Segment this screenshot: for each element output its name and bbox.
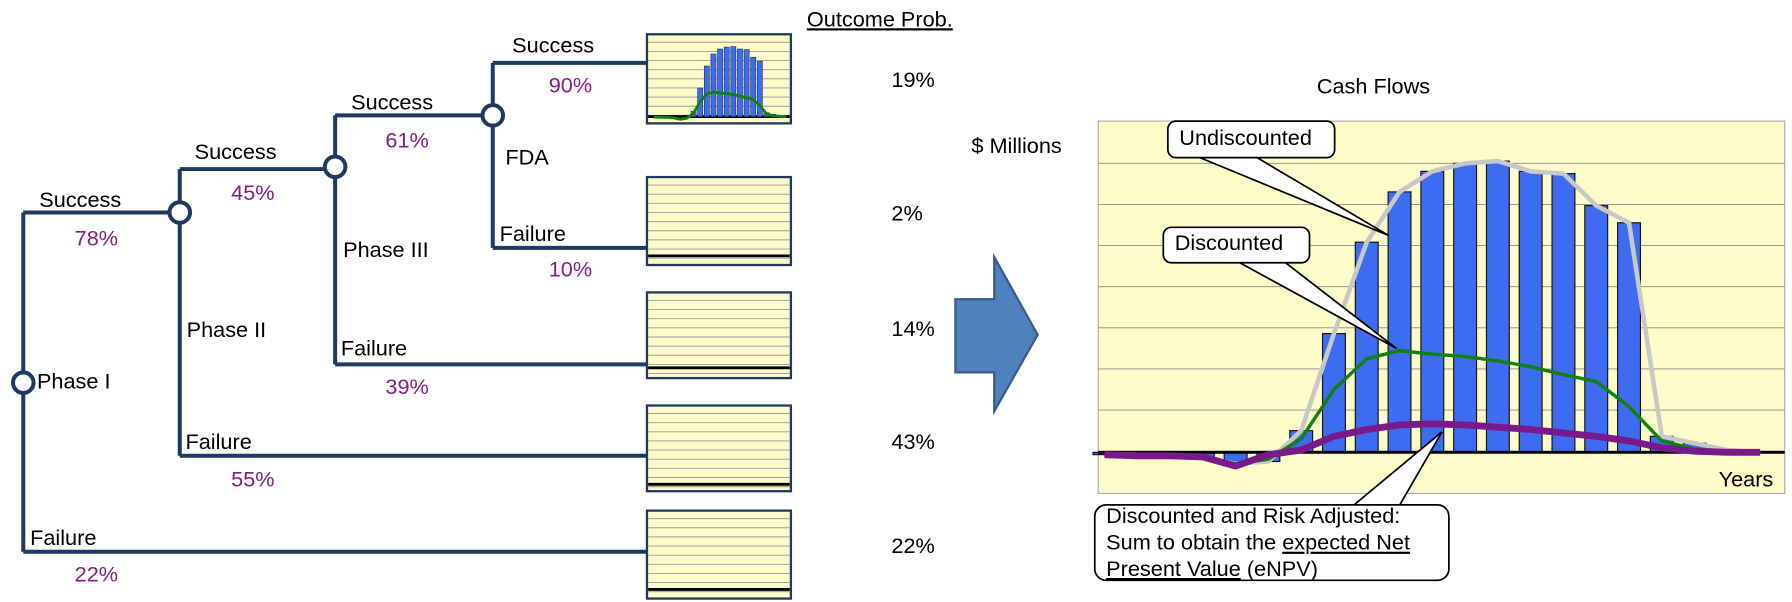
mini-bar [737,48,743,117]
branch-label: Success [39,187,121,212]
bar [1453,162,1478,453]
mini-bar [710,53,717,117]
node-label: Phase II [187,317,267,342]
branch-label: Success [195,139,277,164]
risk-adjusted-line [1104,420,1761,470]
mini-bar [750,56,757,117]
outcome-prob: 14% [891,316,934,341]
node-label: Phase III [343,237,429,262]
outcome-prob: 22% [891,533,934,558]
branch-label: Failure [341,335,407,360]
node-label: FDA [505,145,549,170]
mini-bar [723,46,730,117]
callout-text: Present Value (eNPV) [1106,556,1318,581]
branch-prob: 78% [75,226,118,251]
mini-chart [645,404,793,493]
callout-box [1167,120,1336,159]
callout-text: Sum to obtain the expected Net [1106,529,1410,554]
branch-label: Success [351,90,433,115]
branch-prob: 22% [75,561,118,586]
outcome-header: Outcome Prob. [807,6,953,31]
pointer [1239,261,1397,350]
branch-label: Success [512,33,594,58]
y-label: $ Millions [971,133,1062,158]
branch-prob: 55% [231,467,274,492]
callout-box [1162,226,1311,264]
mini-chart [645,291,793,380]
bar [1584,205,1609,453]
bar [1617,222,1642,453]
mini-bar [703,65,710,117]
branch-label: Failure [30,525,96,550]
branch-prob: 45% [231,180,274,205]
branch-label: Failure [185,429,251,454]
node [10,370,36,395]
outcome-prob: 43% [891,429,934,454]
arrow [954,252,1039,416]
mini-chart [645,509,793,600]
branch-label: Failure [500,221,566,246]
bar [1387,191,1412,453]
branch-prob: 39% [385,374,428,399]
bar [1485,160,1510,453]
pointer [1353,431,1443,506]
callout-text: expected Net [1282,529,1410,554]
mini-chart [645,175,793,267]
pointer [1199,156,1389,237]
node [480,103,506,128]
bar [1518,170,1543,453]
outcome-prob: 2% [891,200,922,225]
bar [1354,241,1379,453]
x-label: Years [1719,467,1774,492]
callout-text: Sum to obtain the [1106,529,1282,554]
outcome-prob: 19% [891,67,934,92]
branch-prob: 10% [549,256,592,281]
bar [1420,170,1445,453]
callouts: Undiscounted Discounted Discounted and R… [1093,120,1450,582]
callout-text: Present Value [1106,556,1241,581]
mini-bar [717,48,723,117]
callout-box [1093,504,1450,582]
callout-text: (eNPV) [1241,556,1318,581]
branch-prob: 61% [385,127,428,152]
mini-bar [743,49,750,117]
bar [1551,173,1576,453]
callout-text: Discounted and Risk Adjusted: [1106,503,1400,528]
node [322,154,348,180]
callout-text: Discounted [1175,230,1284,255]
mini-line [653,90,787,121]
callout-text: Undiscounted [1179,125,1312,150]
chart-title: Cash Flows [1317,74,1430,99]
node-label: Phase I [37,368,111,393]
branch-prob: 90% [549,73,592,98]
mini-bar [730,46,737,117]
node [167,200,193,225]
mini-bar [756,61,763,117]
